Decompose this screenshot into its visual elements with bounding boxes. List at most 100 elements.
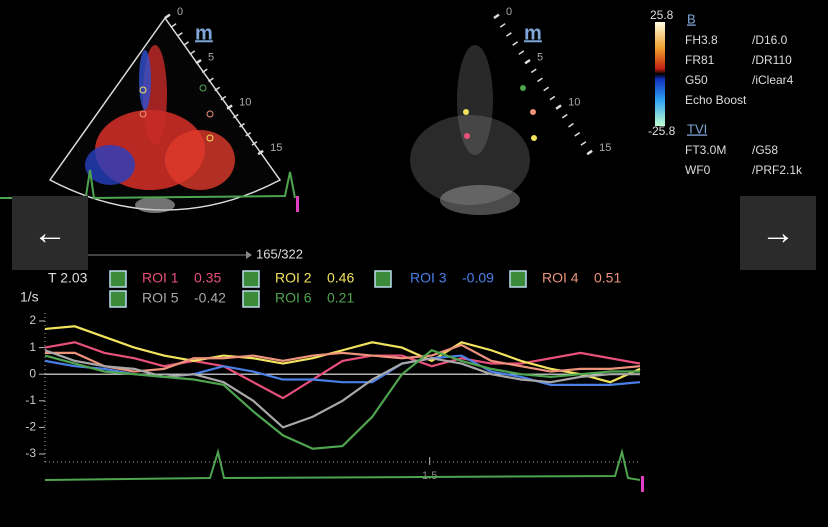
depth-tick: [183, 41, 190, 46]
depth-tick: [176, 32, 183, 37]
y-tick-label: -3: [25, 446, 36, 460]
depth-tick: [170, 23, 177, 28]
legend-value: -0.42: [194, 290, 226, 306]
depth-tick: [505, 32, 512, 37]
legend-name: ROI 6: [275, 290, 312, 306]
bmode-image: [410, 45, 537, 215]
legend-name: ROI 5: [142, 290, 179, 306]
depth-tick: [537, 77, 543, 83]
depth-tick: [164, 13, 171, 20]
y-tick-label: -1: [25, 393, 36, 407]
depth-tick: [239, 122, 245, 128]
param: FR81: [685, 53, 715, 67]
depth-tick: [220, 95, 227, 101]
y-tick-label: 2: [29, 313, 36, 327]
depth-tick: [499, 23, 506, 28]
legend-value: 0.35: [194, 270, 221, 286]
depth-tick: [201, 68, 208, 74]
section-header: TVI: [687, 121, 707, 136]
legend-box: [374, 270, 392, 288]
param: FH3.8: [685, 33, 718, 47]
series-line: [44, 349, 640, 450]
depth-tick: [251, 141, 258, 146]
legend-box: [109, 270, 127, 288]
series-line: [44, 349, 640, 429]
depth-label: 0: [177, 6, 183, 18]
y-tick-label: 0: [29, 366, 36, 380]
depth-tick: [561, 113, 568, 119]
logo: m: [524, 22, 542, 44]
series-line: [44, 325, 641, 384]
legend-box: [109, 290, 127, 308]
depth-tick: [208, 77, 214, 83]
legend-value: 0.46: [327, 270, 354, 286]
depth-tick: [518, 50, 525, 55]
depth-tick: [574, 132, 581, 137]
param: /G58: [752, 143, 778, 157]
depth-tick: [245, 132, 252, 137]
cursor-time: T 2.03: [48, 270, 88, 286]
section-header: B: [687, 11, 696, 26]
legend-value: -0.09: [462, 270, 494, 286]
legend-name: ROI 1: [142, 270, 179, 286]
depth-label: 0: [506, 6, 512, 18]
legend-box: [242, 270, 260, 288]
series-line: [44, 341, 641, 400]
depth-tick: [214, 86, 221, 92]
scale-max: 25.8: [650, 8, 674, 22]
depth-label: 10: [239, 97, 251, 109]
legend-value: 0.51: [594, 270, 621, 286]
depth-label: 5: [208, 51, 214, 63]
depth-tick: [530, 68, 537, 74]
param: FT3.0M: [685, 143, 726, 157]
prev-button[interactable]: ←: [12, 196, 88, 270]
frame-counter: 165/322: [256, 246, 303, 261]
logo: m: [195, 22, 213, 44]
depth-tick: [257, 149, 264, 156]
depth-tick: [586, 149, 593, 156]
y-tick-label: 1: [29, 340, 36, 354]
roi-markers: [139, 84, 214, 142]
y-tick-label: -2: [25, 420, 36, 434]
depth-tick: [568, 122, 574, 128]
depth-tick: [580, 141, 587, 146]
y-axis-label: 1/s: [20, 289, 39, 305]
param: /iClear4: [752, 73, 794, 87]
legend-name: ROI 3: [410, 270, 447, 286]
x-tick-label: 1.5: [422, 470, 437, 482]
legend-value: 0.21: [327, 290, 354, 306]
param: WF0: [685, 163, 711, 177]
legend-name: ROI 2: [275, 270, 312, 286]
param: G50: [685, 73, 708, 87]
depth-label: 15: [599, 142, 611, 154]
legend-name: ROI 4: [542, 270, 579, 286]
color-image: [48, 16, 282, 213]
depth-tick: [189, 50, 196, 55]
depth-tick: [493, 13, 500, 20]
color-bar: [655, 22, 665, 126]
param: Echo Boost: [685, 93, 747, 107]
param: /DR110: [752, 53, 792, 67]
depth-label: 5: [537, 51, 543, 63]
depth-tick: [549, 95, 556, 101]
ecg-marker: [641, 476, 644, 492]
depth-tick: [524, 58, 531, 65]
depth-label: 10: [568, 97, 580, 109]
legend-box: [509, 270, 527, 288]
depth-tick: [512, 41, 519, 46]
depth-label: 15: [270, 142, 282, 154]
legend-box: [242, 290, 260, 308]
ecg-marker: [296, 196, 299, 212]
depth-tick: [195, 58, 202, 65]
depth-tick: [555, 104, 562, 110]
ecg-trace: [44, 448, 641, 481]
depth-tick: [226, 104, 233, 110]
depth-tick: [232, 113, 239, 119]
depth-tick: [543, 86, 550, 92]
param: /PRF2.1k: [752, 163, 803, 177]
param: /D16.0: [752, 33, 788, 47]
next-button[interactable]: →: [740, 196, 816, 270]
scale-min: -25.8: [648, 124, 676, 138]
